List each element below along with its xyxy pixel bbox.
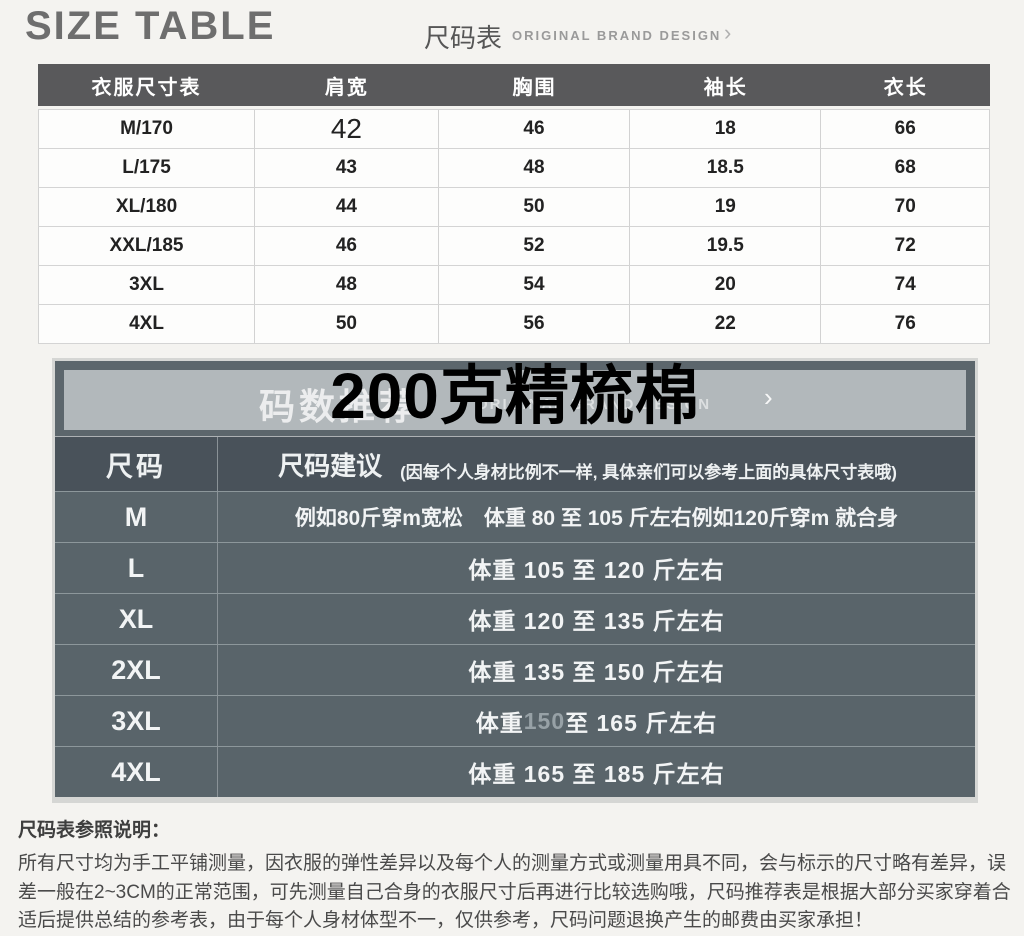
weight-table-header-row: 尺码 尺码建议 (因每个人身材比例不一样, 具体亲们可以参考上面的具体尺寸表哦) [55, 436, 975, 491]
table-row: XL 体重 120 至 135 斤左右 [55, 593, 975, 644]
table-cell: 44 [255, 188, 439, 226]
table-row: M/170 42 46 18 66 [38, 110, 990, 149]
size-table-header-row: 衣服尺寸表 肩宽 胸围 袖长 衣长 [38, 64, 990, 106]
weight-recommendation-table: 200克精梳棉 码数推荐 ORIGINAL BRAND DESIGN › 尺码 … [52, 358, 978, 803]
brand-tagline: ORIGINAL BRAND DESIGN [512, 28, 722, 43]
column-header-shoulder: 肩宽 [324, 76, 369, 99]
page-subtitle-cn: 尺码表 [424, 23, 503, 53]
table-row: M 例如80斤穿m宽松 体重 80 至 105 斤左右例如120斤穿m 就合身 [55, 491, 975, 542]
weight-text: 至 165 斤左右 [565, 710, 718, 736]
table-cell: XL/180 [38, 188, 256, 226]
weight-text: 例如80斤穿m宽松 体重 80 至 105 斤左右例如120斤穿m 就合身 [294, 507, 899, 530]
size-table-body: M/170 42 46 18 66 L/175 43 48 18.5 68 XL… [38, 109, 990, 344]
column-header-size: 尺码 [55, 437, 218, 491]
table-cell: 66 [821, 110, 990, 148]
table-cell: 46 [255, 227, 439, 265]
column-header-advice: 尺码建议 (因每个人身材比例不一样, 具体亲们可以参考上面的具体尺寸表哦) [218, 437, 975, 491]
column-header-length: 衣长 [883, 76, 928, 99]
table-cell: M/170 [38, 110, 256, 148]
table-row: 2XL 体重 135 至 150 斤左右 [55, 644, 975, 695]
table-cell: 19 [630, 188, 822, 226]
weight-range: 体重 150 至 165 斤左右 [218, 696, 975, 746]
table-cell: 52 [439, 227, 631, 265]
weight-range: 体重 135 至 150 斤左右 [218, 645, 975, 695]
table-row: XXL/185 46 52 19.5 72 [38, 227, 990, 266]
page-title: SIZE TABLE [25, 4, 276, 48]
table-banner: 码数推荐 ORIGINAL BRAND DESIGN › [64, 370, 966, 430]
weight-text: 体重 135 至 150 斤左右 [468, 659, 725, 685]
table-cell: 4XL [38, 305, 256, 343]
size-label: XL [55, 594, 218, 644]
table-row: 4XL 体重 165 至 185 斤左右 [55, 746, 975, 797]
banner-watermark-cn: 码数推荐 [259, 386, 420, 427]
weight-text: 体重 165 至 185 斤左右 [468, 761, 725, 787]
table-cell: 70 [821, 188, 990, 226]
table-cell: 54 [439, 266, 631, 304]
table-cell: 20 [630, 266, 822, 304]
table-cell: 72 [821, 227, 990, 265]
table-cell: 68 [821, 149, 990, 187]
table-cell: 50 [439, 188, 631, 226]
banner-watermark-en: ORIGINAL BRAND DESIGN [476, 396, 712, 413]
chevron-right-icon: › [724, 20, 732, 45]
table-cell: 22 [630, 305, 822, 343]
table-cell: 18 [630, 110, 822, 148]
weight-range: 体重 120 至 135 斤左右 [218, 594, 975, 644]
table-cell: 76 [821, 305, 990, 343]
table-cell: 50 [255, 305, 439, 343]
table-row: 3XL 48 54 20 74 [38, 266, 990, 305]
table-cell: 43 [255, 149, 439, 187]
size-label: 3XL [55, 696, 218, 746]
weight-range: 体重 105 至 120 斤左右 [218, 543, 975, 593]
weight-text-dim: 150 [523, 707, 566, 734]
table-cell: 74 [821, 266, 990, 304]
table-cell: 3XL [38, 266, 256, 304]
table-row: L/175 43 48 18.5 68 [38, 149, 990, 188]
column-header-sleeve: 袖长 [703, 76, 748, 99]
table-cell: 46 [439, 110, 631, 148]
size-label: 4XL [55, 747, 218, 797]
table-cell: 19.5 [630, 227, 822, 265]
size-label: L [55, 543, 218, 593]
weight-text: 体重 120 至 135 斤左右 [468, 608, 725, 634]
column-header-chest: 胸围 [512, 76, 557, 99]
size-note-title: 尺码表参照说明： [18, 820, 171, 841]
weight-range: 体重 165 至 185 斤左右 [218, 747, 975, 797]
size-note: 尺码表参照说明： 所有尺寸均为手工平铺测量，因衣服的弹性差异以及每个人的测量方式… [18, 815, 1011, 936]
size-note-body: 所有尺寸均为手工平铺测量，因衣服的弹性差异以及每个人的测量方式或测量用具不同，会… [18, 853, 1011, 931]
page-header: SIZE TABLE 尺码表 ORIGINAL BRAND DESIGN › [0, 0, 1024, 64]
table-row: XL/180 44 50 19 70 [38, 188, 990, 227]
weight-range: 例如80斤穿m宽松 体重 80 至 105 斤左右例如120斤穿m 就合身 [218, 492, 975, 542]
table-row: 4XL 50 56 22 76 [38, 305, 990, 344]
weight-text: 体重 105 至 120 斤左右 [468, 557, 725, 583]
advice-note: (因每个人身材比例不一样, 具体亲们可以参考上面的具体尺寸表哦) [400, 462, 897, 482]
size-label: 2XL [55, 645, 218, 695]
size-label: M [55, 492, 218, 542]
fabric-overlay-title: 200克精梳棉 [330, 360, 700, 432]
advice-label: 尺码建议 [278, 450, 383, 481]
table-cell: L/175 [38, 149, 256, 187]
table-row: L 体重 105 至 120 斤左右 [55, 542, 975, 593]
table-cell: 56 [439, 305, 631, 343]
table-cell: 48 [255, 266, 439, 304]
table-cell: XXL/185 [38, 227, 256, 265]
column-header-size: 衣服尺寸表 [91, 76, 202, 99]
weight-text: 体重 [475, 710, 524, 736]
chevron-right-icon: › [764, 382, 773, 412]
table-cell: 18.5 [630, 149, 822, 187]
table-cell: 48 [439, 149, 631, 187]
table-row: 3XL 体重 150 至 165 斤左右 [55, 695, 975, 746]
garment-size-table: 衣服尺寸表 肩宽 胸围 袖长 衣长 M/170 42 46 18 66 L/17… [38, 64, 990, 344]
table-cell: 42 [255, 110, 439, 148]
